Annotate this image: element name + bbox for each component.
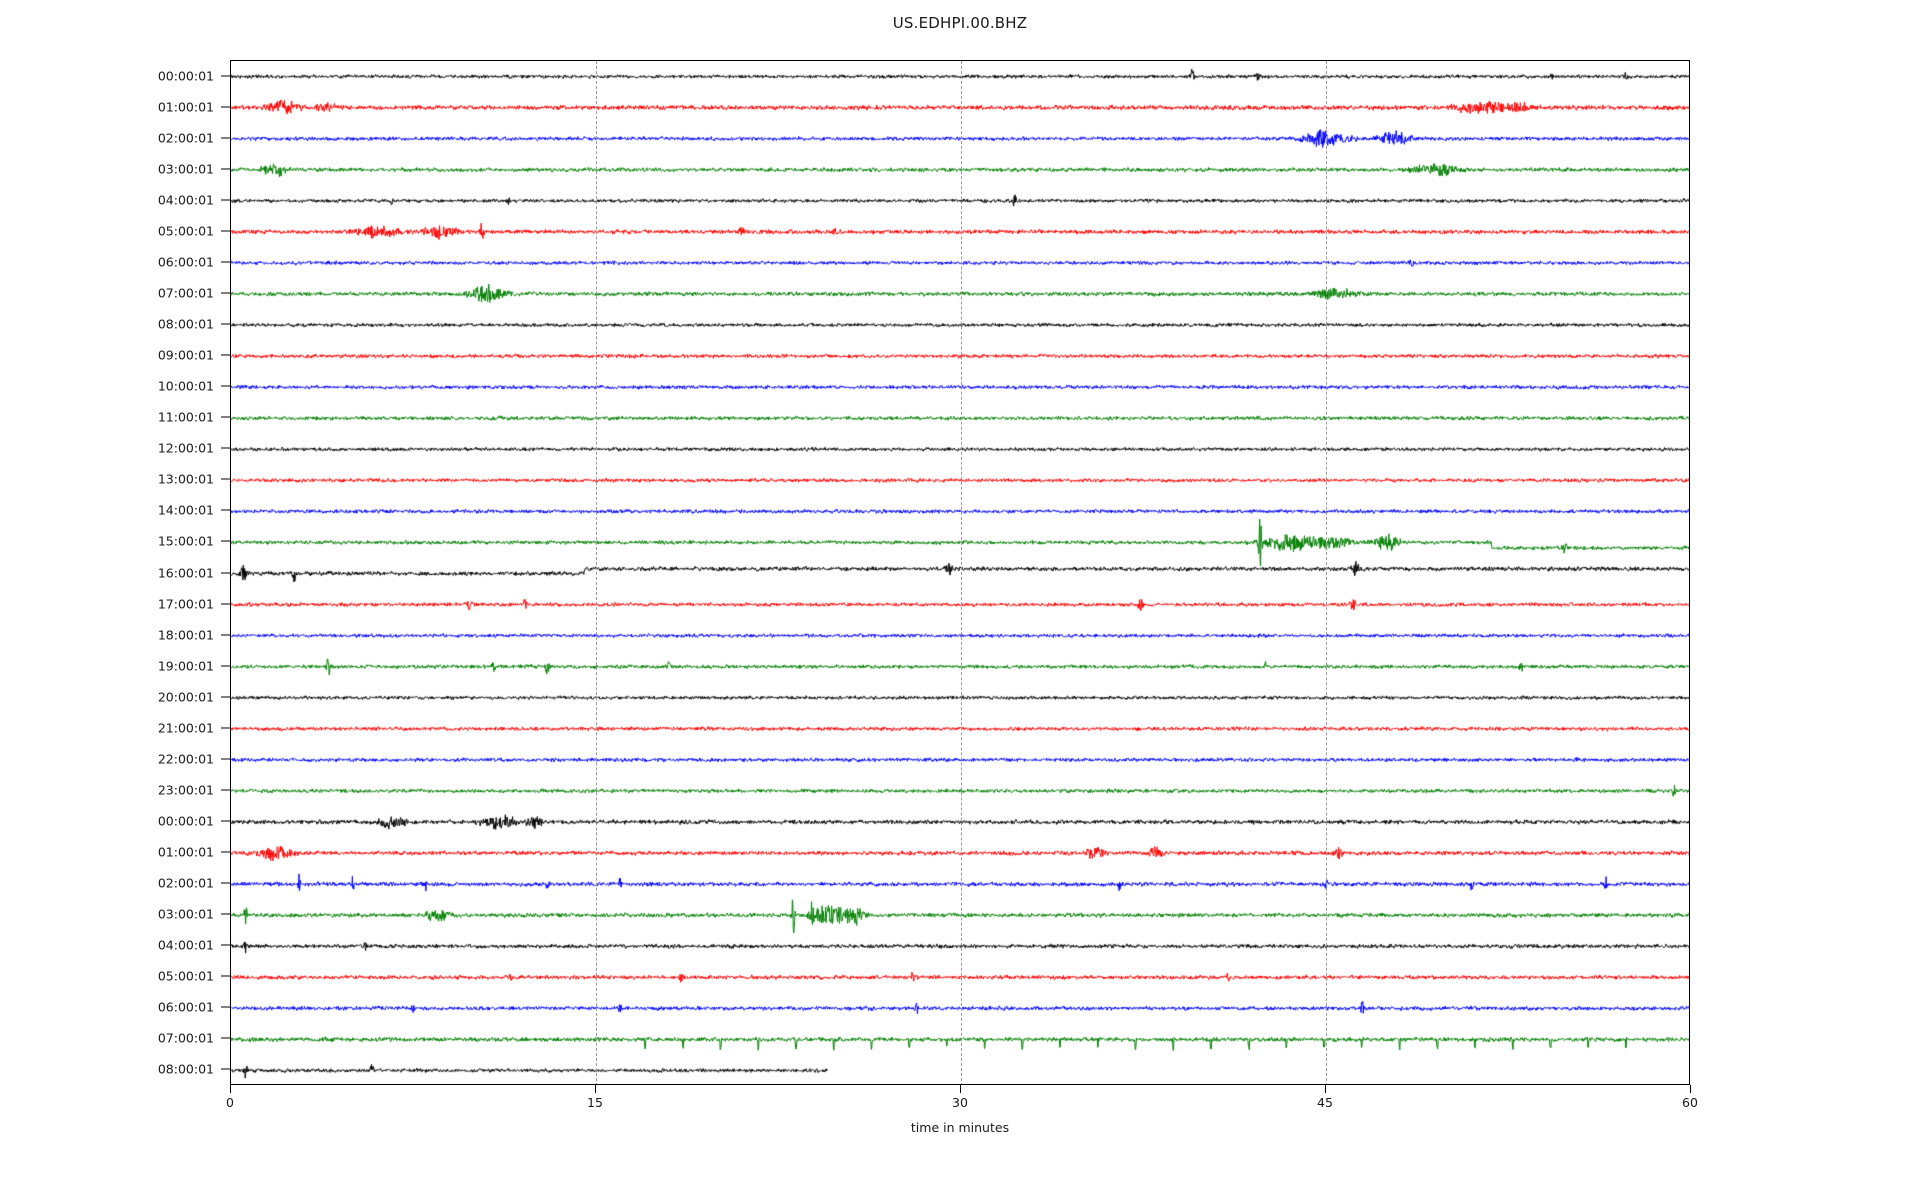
y-tick-mark-16 [221,572,230,573]
x-tick-label-30: 30 [952,1095,968,1110]
y-tick-label-30: 06:00:01 [157,999,214,1015]
y-tick-mark-11 [221,416,230,418]
y-tick-mark-29 [221,975,230,977]
x-axis-label: time in minutes [910,1120,1010,1135]
y-tick-label-12: 12:00:01 [157,440,214,456]
page-title: US.EDHPI.00.BHZ [892,14,1028,32]
y-tick-label-7: 07:00:01 [157,285,214,301]
y-tick-mark-17 [221,603,230,605]
y-tick-label-3: 03:00:01 [157,161,214,177]
y-tick-mark-24 [221,820,230,822]
y-tick-label-24: 00:00:01 [157,813,214,829]
y-tick-mark-23 [221,789,230,791]
x-tick-label-45: 45 [1317,1095,1333,1110]
y-tick-mark-27 [221,913,230,915]
y-tick-mark-8 [221,323,230,325]
y-tick-mark-32 [221,1068,230,1070]
y-tick-mark-6 [221,261,230,263]
y-tick-mark-15 [221,540,230,542]
x-tick-mark-45 [1325,1085,1326,1093]
y-tick-mark-14 [221,509,230,511]
y-tick-mark-9 [221,354,230,356]
y-tick-label-28: 04:00:01 [157,937,214,953]
y-tick-mark-4 [221,199,230,201]
y-tick-label-15: 15:00:01 [157,533,214,549]
x-axis-tick-group: 0 15 30 45 60 [226,1085,1698,1125]
x-tick-mark-15 [595,1085,596,1093]
y-tick-label-20: 20:00:01 [157,689,214,705]
y-tick-label-31: 07:00:01 [157,1030,214,1046]
y-tick-label-1: 01:00:01 [157,99,214,115]
y-tick-mark-1 [221,106,230,108]
x-tick-mark-30 [960,1085,961,1093]
y-tick-label-23: 23:00:01 [157,782,214,798]
y-tick-mark-20 [221,696,230,698]
y-tick-label-0: 00:00:01 [157,68,214,84]
x-tick-label-60: 60 [1682,1095,1698,1110]
y-tick-mark-30 [221,1006,230,1008]
y-tick-mark-12 [221,447,230,449]
x-tick-label-0: 0 [226,1095,234,1110]
y-axis-tick-group: 00:00:01 01:00:01 02:00:01 03:00:01 04:00:01… [0,60,230,1085]
y-tick-mark-22 [221,758,230,760]
y-tick-mark-31 [221,1037,230,1039]
y-tick-label-32: 08:00:01 [157,1061,214,1077]
y-tick-mark-18 [221,634,230,636]
y-tick-mark-25 [221,851,230,853]
y-tick-mark-0 [221,75,230,77]
y-tick-label-16: 16:00:01 [157,565,214,580]
y-tick-label-11: 11:00:01 [157,409,214,425]
y-tick-mark-19 [221,665,230,667]
y-tick-label-14: 14:00:01 [157,502,214,518]
y-tick-label-9: 09:00:01 [157,347,214,363]
y-tick-label-29: 05:00:01 [157,968,214,984]
y-tick-label-8: 08:00:01 [157,316,214,332]
y-tick-label-4: 04:00:01 [157,192,214,208]
y-tick-label-18: 18:00:01 [157,627,214,643]
y-tick-mark-13 [221,478,230,480]
y-tick-label-10: 10:00:01 [157,378,214,394]
y-tick-label-6: 06:00:01 [157,254,214,270]
y-tick-label-13: 13:00:01 [157,471,214,487]
y-tick-label-5: 05:00:01 [157,223,214,239]
y-tick-mark-5 [221,230,230,232]
y-tick-mark-3 [221,168,230,170]
y-tick-label-17: 17:00:01 [157,596,214,612]
x-tick-mark-60 [1690,1085,1691,1093]
y-tick-label-2: 02:00:01 [157,130,214,146]
y-tick-mark-26 [221,882,230,884]
y-tick-mark-2 [221,137,230,139]
y-tick-mark-10 [221,385,230,387]
y-tick-mark-21 [221,727,230,729]
x-tick-label-15: 15 [587,1095,603,1110]
x-tick-mark-0 [230,1085,231,1093]
y-tick-label-27: 03:00:01 [157,906,214,922]
y-tick-label-21: 21:00:01 [157,720,214,736]
y-tick-label-26: 02:00:01 [157,875,214,891]
plot-area [230,60,1690,1085]
y-tick-label-25: 01:00:01 [157,844,214,860]
seismogram-traces-canvas [231,61,1689,1084]
y-tick-mark-28 [221,944,230,946]
y-tick-label-19: 19:00:01 [157,658,214,674]
y-tick-label-22: 22:00:01 [157,751,214,767]
y-tick-mark-7 [221,292,230,294]
